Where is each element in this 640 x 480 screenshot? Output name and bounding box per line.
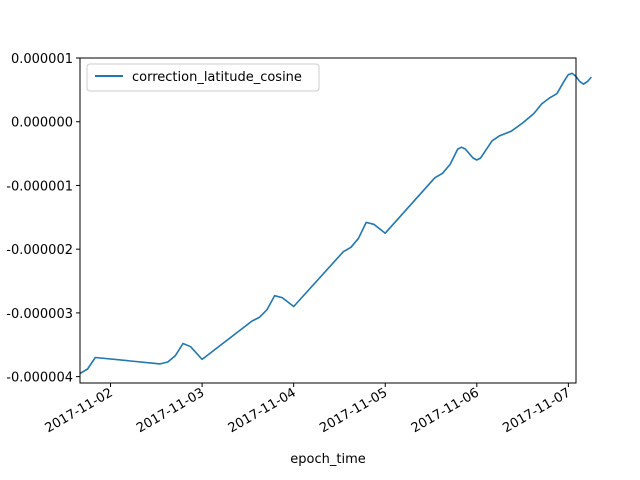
y-tick-label: -0.000003 xyxy=(6,307,73,322)
y-tick-label: -0.000002 xyxy=(6,243,73,258)
y-tick-label: -0.000001 xyxy=(6,179,73,194)
legend-box xyxy=(86,63,320,92)
legend: correction_latitude_cosine xyxy=(86,63,320,92)
y-tick-label: 0.000000 xyxy=(11,116,73,131)
series-layer xyxy=(79,72,592,375)
y-tick-label: 0.000001 xyxy=(11,52,73,67)
x-axis-label: epoch_time xyxy=(290,452,365,467)
legend-label: correction_latitude_cosine xyxy=(132,70,302,85)
y-axis: 0.000001 0.000000 -0.000001 -0.000002 -0.000… xyxy=(6,52,80,386)
y-tick-label: -0.000004 xyxy=(6,371,73,386)
plot-frame xyxy=(79,57,577,384)
series-line-0 xyxy=(79,72,592,375)
